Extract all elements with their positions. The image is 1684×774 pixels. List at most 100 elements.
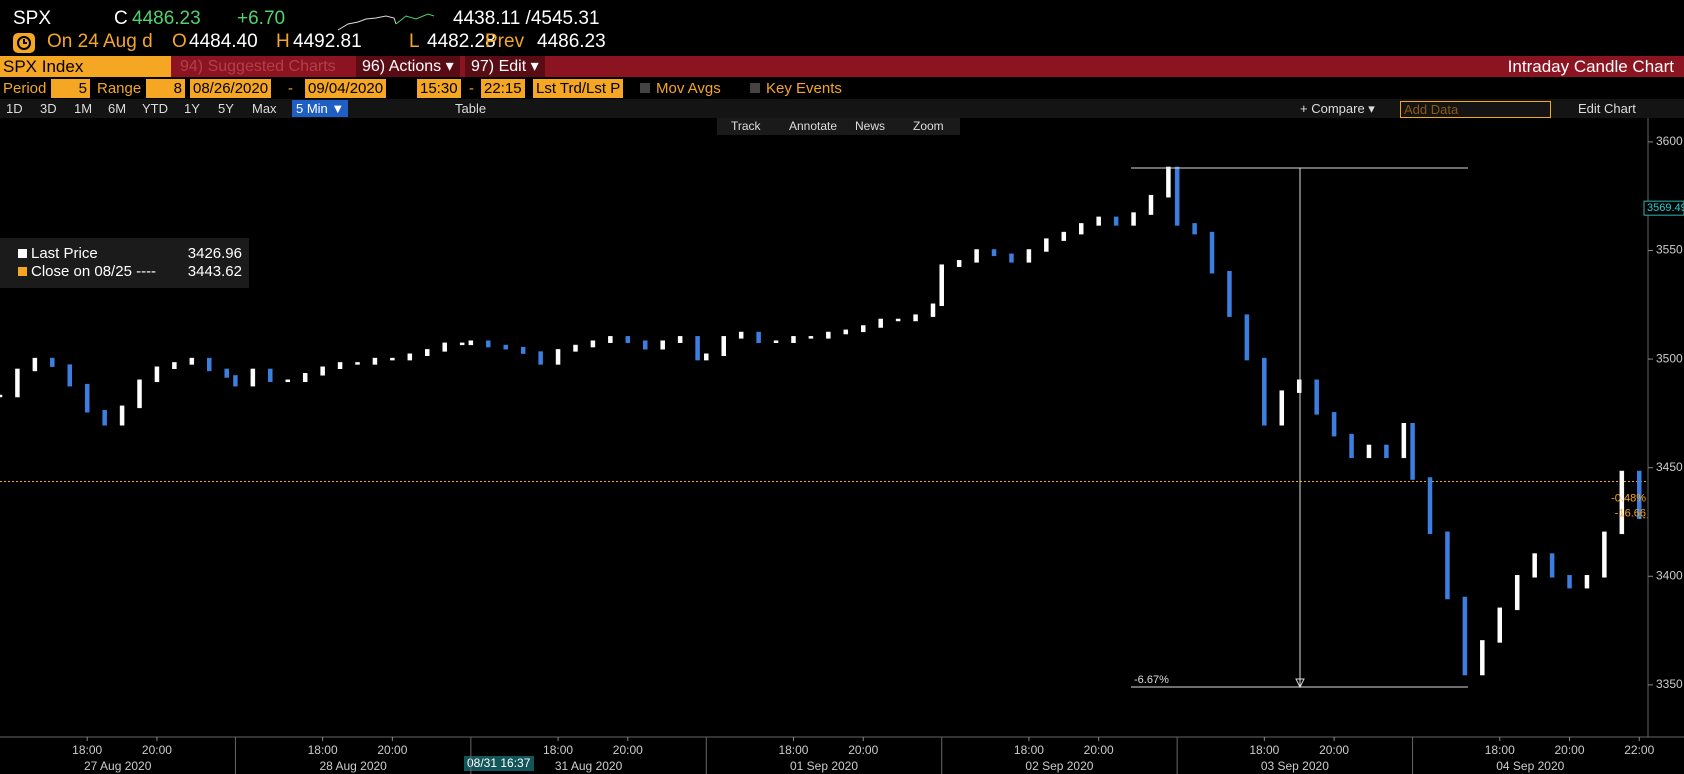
candle <box>15 368 20 398</box>
x-tick-label: 20:00 <box>848 743 878 757</box>
candle <box>1514 575 1520 611</box>
candle <box>486 340 491 348</box>
clock-icon <box>13 33 35 53</box>
candle <box>1637 470 1642 519</box>
range-button[interactable]: 6M <box>108 101 127 116</box>
candle <box>791 336 796 343</box>
candle <box>860 325 866 333</box>
prev: 4486.23 <box>537 31 606 52</box>
x-day-label: 03 Sep 2020 <box>1261 759 1329 773</box>
period-field[interactable]: 5 <box>51 79 90 98</box>
candle <box>67 364 73 387</box>
start-time[interactable]: 15:30 <box>417 79 461 98</box>
candle <box>224 368 229 378</box>
table-button[interactable]: Table <box>455 101 487 116</box>
candle <box>1296 379 1302 393</box>
candle <box>1549 553 1555 578</box>
candle <box>1009 253 1014 263</box>
open-label: O <box>172 31 187 52</box>
mode-field[interactable]: Lst Trd/Lst P <box>533 79 624 98</box>
range-button[interactable]: 1D <box>6 101 23 116</box>
candle <box>1602 531 1607 578</box>
x-tick-label: 18:00 <box>1485 743 1515 757</box>
prev-label: Prev <box>485 31 525 52</box>
range-button[interactable]: 1Y <box>184 101 200 116</box>
mov-avgs[interactable]: Mov Avgs <box>656 80 721 97</box>
candle <box>1209 231 1215 274</box>
tool-button[interactable]: Track <box>731 119 761 133</box>
end-time[interactable]: 22:15 <box>481 79 525 98</box>
price-tag: 3569.49 <box>1647 202 1684 214</box>
low-label: L <box>409 31 420 52</box>
chart: Last Price 3426.96 Close on 08/25 ---- 3443… <box>0 118 1684 774</box>
candle <box>1584 575 1590 589</box>
candle <box>721 336 726 356</box>
candle <box>878 318 883 328</box>
candle <box>1349 433 1354 459</box>
candle <box>608 336 613 343</box>
candle <box>520 346 526 354</box>
measure-label: -6.67% <box>1134 674 1169 686</box>
x-tick-label: 20:00 <box>377 743 407 757</box>
x-tick-label: 18:00 <box>72 743 102 757</box>
candle <box>442 342 447 352</box>
y-tick-label: 3400 <box>1656 568 1683 582</box>
candle <box>1410 422 1415 480</box>
range-field[interactable]: 8 <box>146 79 185 98</box>
tool-button[interactable]: News <box>855 119 886 133</box>
legend: Last Price 3426.96 Close on 08/25 ---- 3443… <box>0 238 249 288</box>
range-button[interactable]: 3D <box>40 101 57 116</box>
candle <box>1166 166 1171 198</box>
candle <box>1096 216 1101 226</box>
candle <box>1279 390 1285 426</box>
tool-button[interactable]: Annotate <box>789 119 838 133</box>
edit-menu[interactable]: 97) Edit ▾ <box>465 56 545 77</box>
actions-menu[interactable]: 96) Actions ▾ <box>356 56 460 77</box>
candle <box>1401 422 1407 459</box>
legend-label: Close on 08/25 ---- <box>31 263 156 280</box>
high-label: H <box>276 31 290 52</box>
candle <box>573 344 578 352</box>
candle <box>250 368 256 387</box>
candle <box>233 375 238 387</box>
candle <box>974 249 979 263</box>
suggested-charts[interactable]: 94) Suggested Charts <box>180 58 336 75</box>
checkbox[interactable] <box>750 83 760 93</box>
chart-tools: Track Annotate News Zoom <box>717 118 960 135</box>
security-field[interactable]: SPX Index <box>0 56 171 77</box>
x-day-label: 28 Aug 2020 <box>319 759 387 773</box>
x-tick-label: 18:00 <box>1014 743 1044 757</box>
range-button[interactable]: YTD <box>142 101 168 116</box>
y-tick-label: 3600 <box>1656 134 1683 148</box>
compare-button[interactable]: + Compare ▾ <box>1300 101 1375 116</box>
range-button[interactable]: Max <box>252 101 277 116</box>
candle <box>1427 477 1433 535</box>
end-date[interactable]: 09/04/2020 <box>305 79 387 98</box>
x-tick-label: 20:00 <box>1555 743 1585 757</box>
candle <box>1445 531 1450 600</box>
dash: - <box>469 80 474 97</box>
candle <box>1462 596 1468 676</box>
candle <box>119 405 125 426</box>
candle <box>1078 223 1084 235</box>
interval-button[interactable]: 5 Min ▼ <box>292 100 349 117</box>
y-tick-label: 3550 <box>1656 243 1683 257</box>
candle <box>102 409 107 426</box>
edit-chart-button[interactable]: Edit Chart <box>1578 101 1636 116</box>
key-events[interactable]: Key Events <box>766 80 842 97</box>
range-button[interactable]: 1M <box>74 101 93 116</box>
legend-box <box>0 238 249 288</box>
candle <box>1262 357 1267 426</box>
tool-button[interactable]: Zoom <box>913 119 944 133</box>
candle <box>1113 216 1119 226</box>
range-button[interactable]: 5Y <box>218 101 234 116</box>
add-data-field[interactable]: Add Data <box>1400 101 1551 118</box>
candle <box>1148 194 1154 215</box>
candle <box>32 357 38 372</box>
candle <box>538 351 543 365</box>
checkbox[interactable] <box>640 83 650 93</box>
candle <box>1532 553 1537 578</box>
start-date[interactable]: 08/26/2020 <box>190 79 272 98</box>
sparkline <box>337 13 435 31</box>
y-tick-label: 3450 <box>1656 460 1683 474</box>
